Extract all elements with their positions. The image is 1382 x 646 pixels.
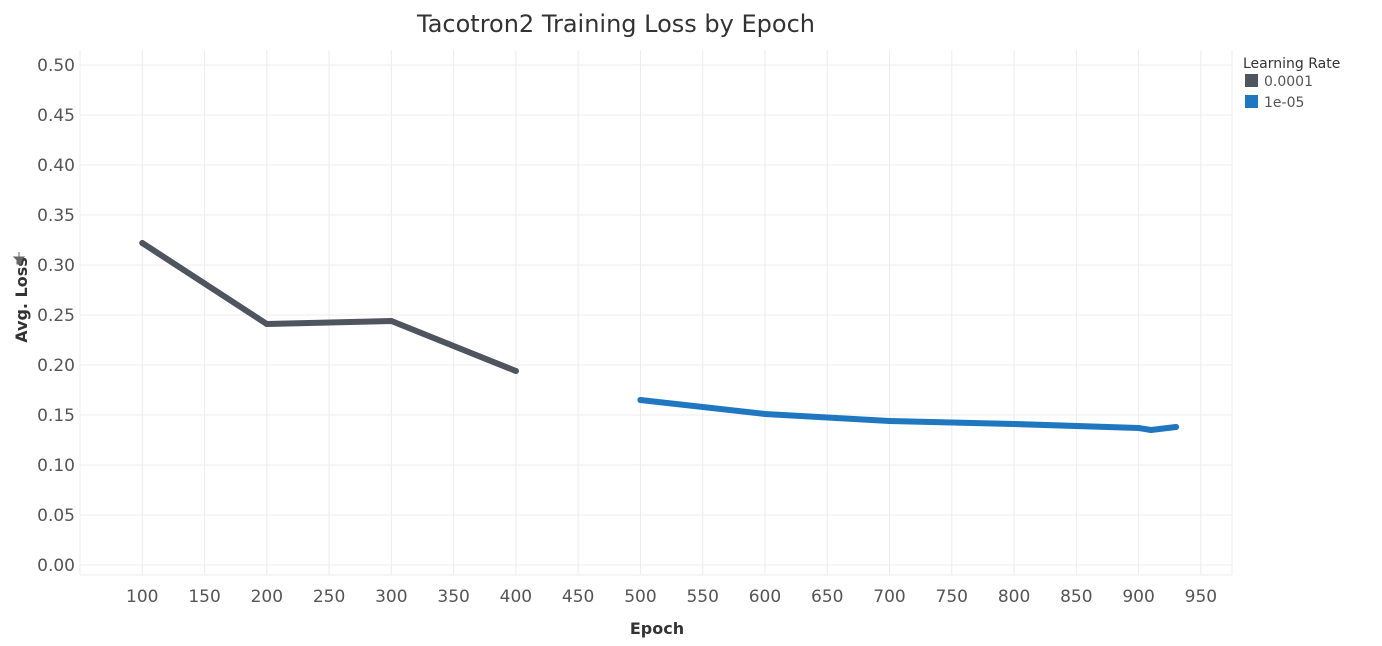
y-tick-label: 0.25 <box>37 306 75 326</box>
y-axis-title: Avg. Loss <box>12 257 31 343</box>
data-point <box>1135 425 1142 431</box>
x-tick-label: 650 <box>811 587 843 607</box>
legend-label: 0.0001 <box>1264 74 1313 90</box>
data-point <box>886 418 893 424</box>
data-point <box>1148 427 1155 433</box>
x-tick-label: 250 <box>313 587 345 607</box>
x-tick-label: 550 <box>686 587 718 607</box>
data-point <box>637 397 644 403</box>
y-tick-label: 0.10 <box>37 456 75 476</box>
y-tick-label: 0.20 <box>37 356 75 376</box>
y-tick-label: 0.05 <box>37 506 75 526</box>
legend-title: Learning Rate <box>1243 56 1340 72</box>
y-tick-label: 0.50 <box>37 56 75 76</box>
x-axis-label: Epoch <box>630 619 684 638</box>
grid <box>79 50 1233 576</box>
y-axis-label: Avg. Loss <box>12 257 31 343</box>
series-lines <box>139 240 1179 433</box>
data-point <box>1011 421 1018 427</box>
legend-swatch <box>1245 74 1258 87</box>
y-tick-label: 0.45 <box>37 106 75 126</box>
x-tick-label: 950 <box>1185 587 1217 607</box>
y-tick-label: 0.40 <box>37 156 75 176</box>
x-tick-label: 800 <box>998 587 1030 607</box>
pin-icon <box>12 252 26 265</box>
x-tick-label: 750 <box>936 587 968 607</box>
x-tick-label: 300 <box>375 587 407 607</box>
y-tick-label: 0.35 <box>37 206 75 226</box>
legend: Learning Rate 0.0001 1e-05 <box>1243 56 1340 111</box>
x-tick-label: 350 <box>437 587 469 607</box>
x-tick-label: 850 <box>1060 587 1092 607</box>
y-tick-label: 0.15 <box>37 406 75 426</box>
y-tick-label: 0.30 <box>37 256 75 276</box>
data-point <box>512 368 519 374</box>
data-point <box>263 321 270 327</box>
x-tick-label: 400 <box>500 587 532 607</box>
x-tick-label: 200 <box>251 587 283 607</box>
y-axis-ticks: 0.00 0.05 0.10 0.15 0.20 0.25 0.30 0.35 0.40 0.45… <box>37 56 75 576</box>
x-tick-label: 600 <box>749 587 781 607</box>
chart-title: Tacotron2 Training Loss by Epoch <box>416 10 815 38</box>
x-axis-ticks: 100 150 200 250 300 350 400 450 500 550 600 650 700 7… <box>126 587 1217 607</box>
x-tick-label: 450 <box>562 587 594 607</box>
x-tick-label: 150 <box>188 587 220 607</box>
x-tick-label: 700 <box>873 587 905 607</box>
legend-swatch <box>1245 95 1258 108</box>
y-tick-label: 0.00 <box>37 556 75 576</box>
x-tick-label: 100 <box>126 587 158 607</box>
data-point <box>1172 424 1179 430</box>
data-point <box>388 318 395 324</box>
legend-label: 1e-05 <box>1264 95 1304 111</box>
x-tick-label: 500 <box>624 587 656 607</box>
data-point <box>139 240 146 246</box>
x-tick-label: 900 <box>1122 587 1154 607</box>
series-line-0 <box>139 240 519 374</box>
data-point <box>761 411 768 417</box>
